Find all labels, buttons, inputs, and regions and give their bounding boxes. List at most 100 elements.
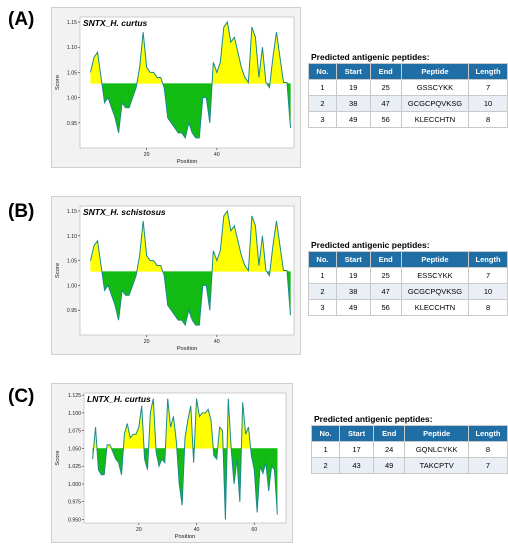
cell-end: 47: [369, 95, 402, 112]
x-tick-label: 20: [144, 152, 150, 158]
area-below-threshold: [178, 271, 182, 321]
cell-length: 7: [468, 267, 508, 284]
area-below-threshold: [171, 271, 175, 316]
cell-start: 49: [335, 111, 371, 128]
area-below-threshold: [202, 83, 207, 98]
chart-title: SNTX_H. schistosus: [83, 207, 166, 217]
y-tick-label: 1.10: [67, 45, 77, 51]
column-header-end: End: [369, 251, 402, 268]
cell-peptide: GQNLCYKK: [404, 441, 469, 458]
table-title-b: Predicted antigenic peptides:: [311, 240, 430, 250]
area-below-threshold: [195, 271, 200, 326]
area-above-threshold: [205, 408, 209, 449]
peptide-table-c: No. Start End Peptide Length 1 17 24 GQN…: [310, 425, 508, 474]
area-below-threshold: [195, 83, 200, 139]
y-tick-label: 1.00: [67, 283, 77, 289]
chart-panel-c: 0.950 0.975 1.000 1.025 1.050 1.075 1.100 1.125…: [51, 383, 293, 543]
area-below-threshold: [125, 83, 130, 108]
cell-peptide: KLECCHTN: [400, 111, 470, 128]
area-below-threshold: [174, 83, 179, 134]
x-tick-label: 40: [214, 152, 220, 158]
area-above-threshold: [150, 260, 154, 272]
area-below-threshold: [171, 83, 175, 129]
area-below-threshold: [181, 271, 186, 326]
cell-start: 17: [339, 441, 374, 458]
area-below-threshold: [101, 448, 105, 475]
y-axis-label: Score: [55, 450, 61, 465]
score-chart-c: 0.950 0.975 1.000 1.025 1.050 1.075 1.100 1.125…: [55, 392, 287, 540]
cell-peptide: GCGCPQVKSG: [400, 283, 470, 300]
column-header-end: End: [369, 63, 402, 80]
cell-start: 19: [335, 267, 371, 284]
cell-peptide: GSSCYKK: [400, 79, 470, 96]
cell-no: 2: [308, 283, 337, 300]
peptide-table-b: No. Start End Peptide Length 1 19 25 ESS…: [308, 251, 508, 316]
x-tick-label: 40: [214, 339, 220, 345]
column-header-end: End: [372, 425, 406, 442]
area-below-threshold: [167, 83, 172, 124]
score-line: [90, 209, 291, 327]
area-below-threshold: [192, 83, 196, 139]
area-below-threshold: [202, 271, 207, 286]
y-tick-label: 0.950: [68, 517, 81, 523]
cell-end: 25: [369, 79, 402, 96]
cell-no: 1: [308, 267, 337, 284]
panel-c-label: (C): [8, 386, 35, 407]
table-row: 1 19 25 GSSCYKK 7: [308, 79, 508, 96]
table-row: 3 49 56 KLECCHTN 8: [308, 299, 508, 316]
table-header-row: No. Start End Peptide Length: [310, 425, 508, 442]
area-above-threshold: [150, 72, 154, 84]
area-above-threshold: [157, 265, 161, 272]
area-above-threshold: [230, 36, 235, 84]
area-below-threshold: [174, 271, 179, 321]
y-tick-label: 1.050: [68, 446, 81, 452]
cell-no: 2: [308, 95, 337, 112]
cell-peptide: ESSCYKK: [400, 267, 470, 284]
y-tick-label: 0.95: [67, 121, 77, 127]
area-below-threshold: [178, 83, 182, 134]
cell-peptide: TAKCPTV: [404, 457, 469, 474]
cell-start: 38: [335, 95, 371, 112]
cell-length: 8: [468, 111, 508, 128]
cell-length: 10: [468, 283, 508, 300]
cell-no: 1: [308, 79, 337, 96]
cell-length: 8: [468, 299, 508, 316]
table-row: 1 17 24 GQNLCYKK 8: [310, 441, 508, 458]
y-tick-label: 1.15: [67, 209, 77, 215]
column-header-start: Start: [339, 425, 374, 442]
area-below-threshold: [192, 271, 196, 326]
score-chart-b: 0.95 1.00 1.05 1.10 1.15 20 40 Position Score SNT…: [55, 205, 295, 352]
cell-peptide: KLECCHTN: [400, 299, 470, 316]
table-title-a: Predicted antigenic peptides:: [311, 52, 430, 62]
cell-end: 24: [372, 441, 406, 458]
cell-start: 49: [335, 299, 371, 316]
area-above-threshold: [157, 77, 161, 84]
cell-start: 19: [335, 79, 371, 96]
cell-length: 7: [467, 457, 508, 474]
area-above-threshold: [202, 412, 206, 449]
cell-end: 47: [369, 283, 402, 300]
y-tick-label: 1.15: [67, 20, 77, 26]
cell-no: 1: [310, 441, 341, 458]
area-below-threshold: [167, 271, 172, 311]
area-above-threshold: [223, 21, 228, 84]
cell-length: 8: [467, 441, 508, 458]
score-line: [92, 398, 278, 520]
cell-peptide: GCGCPQVKSG: [400, 95, 470, 112]
x-tick-label: 20: [136, 527, 142, 533]
y-tick-label: 1.000: [68, 482, 81, 488]
table-header-row: No. Start End Peptide Length: [308, 63, 508, 80]
y-tick-label: 1.075: [68, 429, 81, 435]
y-tick-label: 1.025: [68, 464, 81, 470]
x-tick-label: 20: [144, 339, 150, 345]
peptide-table-a: No. Start End Peptide Length 1 19 25 GSS…: [308, 63, 508, 128]
x-axis-label: Position: [177, 159, 198, 165]
table-header-row: No. Start End Peptide Length: [308, 251, 508, 268]
cell-no: 3: [308, 111, 337, 128]
column-header-start: Start: [335, 251, 371, 268]
cell-end: 25: [369, 267, 402, 284]
area-above-threshold: [230, 225, 235, 272]
cell-length: 7: [468, 79, 508, 96]
y-tick-label: 1.10: [67, 234, 77, 240]
column-header-no: No.: [308, 63, 337, 80]
